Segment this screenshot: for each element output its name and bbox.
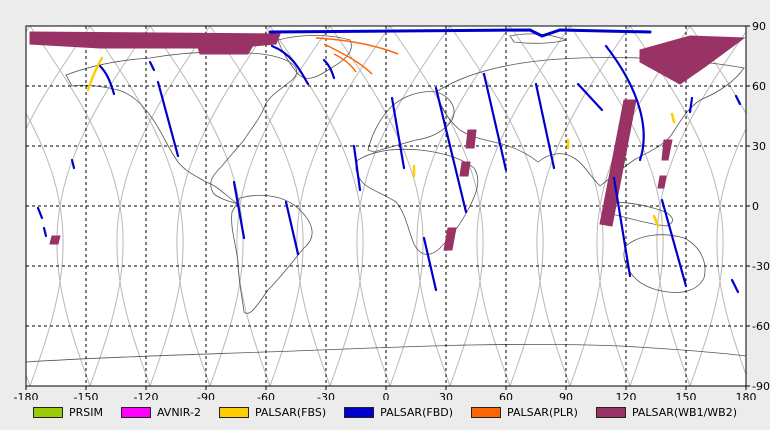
legend-item: AVNIR-2 [120, 405, 201, 419]
x-axis-ticks: -180 -150 -120 -90 -60 -30 0 30 60 90 120 150 180 [14, 386, 757, 400]
coverage-plr [315, 37, 399, 75]
y-axis-ticks: 90 60 30 0 -30 -60 -90 [746, 20, 770, 393]
legend-swatch [32, 406, 63, 418]
x-tick-label: -120 [134, 391, 159, 400]
coastline-antarctica [26, 343, 746, 363]
legend: PRSIM AVNIR-2 PALSAR(FBS) PALSAR(FBD) PALSAR… [0, 400, 770, 424]
world-coverage-map: -180 -150 -120 -90 -60 -30 0 30 60 90 120 150 180 90… [0, 20, 770, 400]
legend-label: PALSAR(WB1/WB2) [631, 405, 738, 419]
legend-label: PALSAR(PLR) [507, 405, 578, 419]
legend-item: PRSIM [32, 405, 103, 419]
grid [26, 26, 746, 386]
coastline-greenland [277, 35, 352, 79]
legend-item: PALSAR(PLR) [471, 406, 578, 419]
coverage-wb-red-sea [459, 161, 471, 177]
coverage-fbd-canada-2 [148, 60, 156, 72]
legend-swatch [595, 406, 626, 418]
coverage-fbd-arctic-band [268, 28, 652, 38]
x-tick-label: 0 [383, 391, 390, 400]
coverage-fbs-indonesia [652, 214, 660, 228]
coverage-fbd-europe-2 [434, 86, 468, 214]
coverage-fbd-east-arc [688, 96, 694, 114]
legend-item: PALSAR(WB1/WB2) [595, 405, 738, 419]
coverage-plr-arc-2 [323, 43, 373, 75]
coverage-fbd-europe-1 [390, 96, 406, 170]
legend-swatch [120, 406, 151, 418]
y-tick-label: -90 [752, 380, 770, 393]
legend-label: PALSAR(FBD) [380, 405, 454, 419]
x-tick-label: 60 [499, 391, 513, 400]
legend-item: PALSAR(FBS) [218, 405, 327, 419]
coverage-fbd-far-east [734, 94, 742, 106]
x-tick-label: -60 [257, 391, 275, 400]
y-tick-label: -30 [752, 260, 770, 273]
y-tick-label: 90 [752, 20, 766, 33]
coverage-fbd-pacific-south [36, 206, 48, 238]
coverage-fbd-sa-2 [284, 200, 300, 256]
coverage-fbd-sa-1 [232, 180, 246, 240]
coverage-fbd-new-zealand [730, 278, 740, 294]
legend-swatch [471, 406, 502, 418]
coverage-fbd-greenland-arc [322, 58, 336, 80]
x-tick-label: -30 [317, 391, 335, 400]
legend-label: PALSAR(FBS) [254, 405, 327, 419]
coverage-fbd-atlantic [352, 144, 362, 192]
coverage-fbs-japan [670, 112, 676, 124]
orbit-track [0, 26, 3, 386]
x-tick-label: 90 [559, 391, 573, 400]
coverage-wb [29, 31, 746, 251]
coverage-plr-arc-1 [315, 37, 399, 55]
y-tick-label: 60 [752, 80, 766, 93]
coverage-wb-africa [443, 227, 457, 251]
coverage-fbs-alaska [86, 56, 104, 92]
coverage-fbd-africa [422, 236, 438, 292]
coastline-europe [367, 91, 455, 153]
x-tick-label: -90 [197, 391, 215, 400]
coverage-wb-middle-east [465, 129, 477, 149]
coverage-fbd-north-arc [270, 44, 310, 86]
coverage-fbd-indonesia [612, 176, 632, 278]
x-tick-label: 150 [676, 391, 697, 400]
coverage-fbd [36, 28, 742, 294]
coverage-fbd-asia-1 [482, 72, 508, 172]
x-tick-label: 30 [439, 391, 453, 400]
coverage-fbd-hawaii [70, 158, 76, 170]
coverage-wb-japan-east [661, 139, 673, 161]
coverage-wb-canada-block [195, 39, 257, 55]
legend-swatch [344, 406, 375, 418]
coverage-fbd-alaska-arc [98, 64, 116, 96]
y-tick-label: -60 [752, 320, 770, 333]
coastline-africa [355, 148, 479, 255]
legend-swatch [218, 406, 249, 418]
coverage-fbd-asia-3 [576, 82, 604, 112]
legend-label: AVNIR-2 [156, 405, 201, 419]
legend-label: PRSIM [68, 405, 103, 419]
coverage-fbd-asia-2 [534, 82, 556, 170]
coverage-fbd-pacific-arc [604, 44, 645, 162]
coastline-indonesia [603, 202, 673, 227]
x-tick-label: -180 [14, 391, 39, 400]
y-tick-label: 0 [752, 200, 759, 213]
coverage-fbd-australia [660, 198, 688, 288]
x-tick-label: 180 [736, 391, 757, 400]
coverage-fbs [86, 56, 676, 228]
coverage-wb-siberia [639, 35, 746, 85]
legend-item: PALSAR(FBD) [344, 406, 453, 419]
x-tick-label: -150 [74, 391, 99, 400]
coverage-wb-china-strip [599, 99, 637, 227]
coverage-plr-arc-3 [333, 53, 357, 73]
y-tick-label: 30 [752, 140, 766, 153]
coverage-fbd-canada-1 [156, 80, 180, 158]
coverage-wb-seasia [657, 175, 667, 189]
coastline-north-america [65, 51, 298, 205]
x-tick-label: 120 [616, 391, 637, 400]
coverage-wb-pacific [49, 235, 61, 245]
coastline-south-america [231, 194, 313, 314]
coastline-asia [435, 57, 745, 187]
